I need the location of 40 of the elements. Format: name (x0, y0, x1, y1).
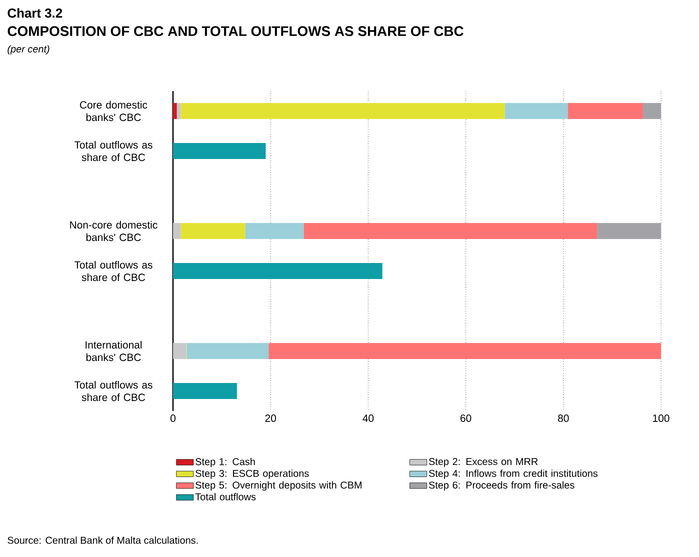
bar (304, 222, 598, 239)
bar (504, 102, 568, 119)
bar (173, 382, 237, 399)
bar (180, 222, 246, 239)
x-tick-label: 80 (558, 414, 569, 422)
x-tick-label: 20 (265, 414, 276, 422)
legend-label: Step 5: Overnight deposits with CBM (196, 481, 362, 491)
text: (per cent) (8, 45, 50, 54)
bar (173, 102, 177, 119)
y-tick-label: Total outflows as share of CBC (74, 140, 152, 162)
y-tick-label: International banks' CBC (86, 340, 142, 362)
bar (173, 222, 181, 239)
text: Chart 3.2 (8, 8, 62, 18)
x-tick-label: 60 (460, 414, 472, 422)
bar (173, 342, 186, 359)
legend-label: Step 4: Inflows from credit institutions (428, 470, 598, 479)
legend-label: Step 1: Cash (196, 458, 255, 468)
legend-label: Step 3: ESCB operations (196, 470, 309, 479)
y-tick-label: Total outflows as share of CBC (74, 260, 152, 282)
y-tick-label: Core domestic banks' CBC (80, 100, 148, 122)
bar (173, 142, 266, 159)
x-tick-label: 0 (170, 414, 176, 422)
bar (180, 102, 505, 119)
x-tick-label: 100 (653, 414, 670, 422)
x-tick-label: 40 (362, 414, 374, 422)
legend-label: Total outflows (195, 493, 256, 500)
source-note: Source: Central Bank of Malta calculations. (8, 536, 198, 544)
bar (186, 342, 269, 359)
bar (597, 222, 662, 239)
y-tick-label: Non-core domestic banks' CBC (70, 220, 158, 242)
bar (568, 102, 643, 119)
legend-label: Step 6: Proceeds from fire-sales (428, 481, 574, 491)
bar (642, 102, 662, 119)
bar (268, 342, 662, 359)
y-tick-label: Total outflows as share of CBC (74, 380, 152, 402)
bar (245, 222, 304, 239)
chart-subtitle: COMPOSITION OF CBC AND TOTAL OUTFLOWS AS SHARE OF CBC (8, 26, 464, 36)
bar (176, 102, 181, 119)
legend-label: Step 2: Excess on MRR (428, 458, 538, 468)
bar (173, 262, 382, 279)
